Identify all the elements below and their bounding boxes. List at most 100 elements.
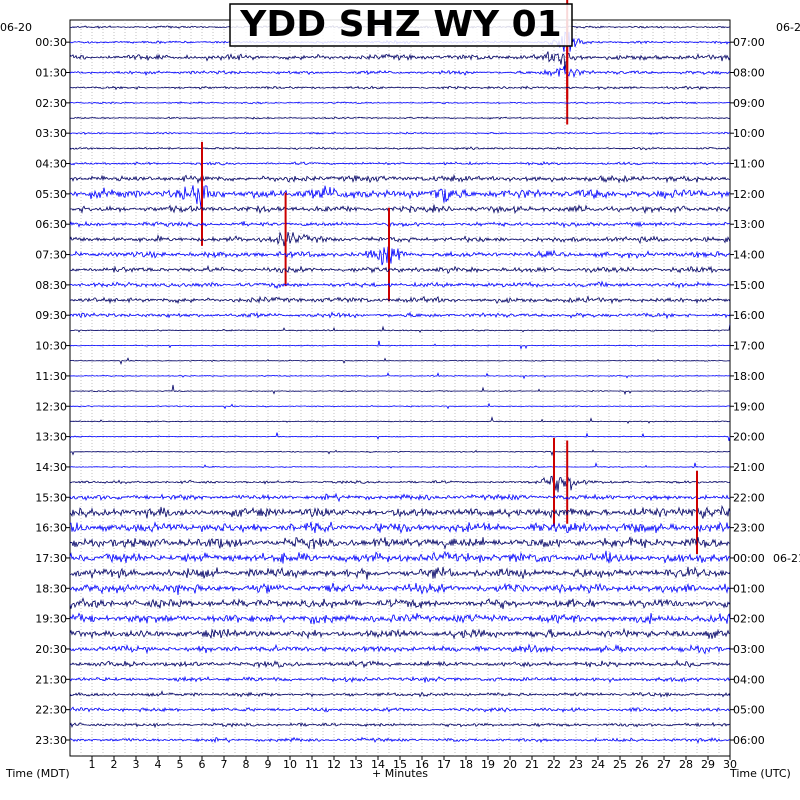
right-tick-label: 00:00 [733, 552, 765, 565]
left-tick-label: 13:30 [35, 431, 67, 444]
seismic-trace [69, 597, 731, 610]
seismic-trace [69, 432, 731, 441]
left-tick-label: 09:30 [35, 309, 67, 322]
seismic-trace [69, 402, 731, 410]
left-tick-label: 22:30 [35, 704, 67, 717]
x-tick-label: 9 [265, 758, 272, 771]
seismic-trace [70, 372, 730, 380]
seismic-trace [69, 690, 731, 698]
x-tick-label: 5 [177, 758, 184, 771]
left-tick-label: 18:30 [35, 582, 67, 595]
seismic-trace [69, 721, 731, 729]
seismic-trace [69, 582, 731, 595]
right-tick-label: 13:00 [733, 218, 765, 231]
chart-title: YDD SHZ WY 01 [239, 4, 561, 45]
seismic-trace [69, 736, 730, 744]
left-tick-label: 14:30 [35, 461, 67, 474]
seismic-trace [69, 295, 731, 305]
seismic-trace [69, 185, 731, 209]
seismic-trace [69, 231, 731, 247]
right-tick-label: 20:00 [733, 431, 765, 444]
title-box [229, 3, 573, 47]
x-tick-label: 2 [111, 758, 118, 771]
x-axis-label: + Minutes [372, 767, 428, 780]
left-tick-label: 19:30 [35, 613, 67, 626]
y-axis-label-right: Time (UTC) [729, 767, 791, 780]
x-tick-label: 29 [701, 758, 715, 771]
right-tick-label: 18:00 [733, 370, 765, 383]
seismic-trace [70, 101, 731, 105]
x-tick-label: 15 [393, 758, 407, 771]
x-tick-label: 21 [525, 758, 539, 771]
right-tick-label: 03:00 [733, 643, 765, 656]
seismic-trace [69, 492, 731, 503]
left-tick-label: 20:30 [35, 643, 67, 656]
right-tick-label: 17:00 [733, 340, 765, 353]
seismic-trace [69, 449, 731, 457]
right-tick-label: 22:00 [733, 491, 765, 504]
left-tick-label: 02:30 [35, 97, 67, 110]
x-tick-label: 23 [569, 758, 583, 771]
seismic-trace [69, 246, 731, 266]
x-tick-label: 10 [283, 758, 297, 771]
left-tick-label: 21:30 [35, 673, 67, 686]
left-tick-label: 04:30 [35, 158, 67, 171]
right-tick-label: 07:00 [733, 36, 765, 49]
left-tick-label: 16:30 [35, 522, 67, 535]
seismic-trace [69, 550, 731, 564]
right-tick-label: 19:00 [733, 400, 765, 413]
left-tick-label: 23:30 [35, 734, 67, 747]
x-tick-label: 3 [133, 758, 140, 771]
x-tick-label: 11 [305, 758, 319, 771]
seismic-trace [69, 384, 731, 396]
seismic-trace [69, 131, 731, 136]
seismic-trace [69, 160, 731, 166]
right-tick-label: 01:00 [733, 582, 765, 595]
left-tick-label: 06:30 [35, 218, 67, 231]
seismic-trace [69, 323, 731, 334]
seismic-trace [69, 627, 731, 640]
seismic-trace [69, 675, 731, 684]
right-tick-label: 14:00 [733, 249, 765, 262]
x-tick-label: 1 [89, 758, 96, 771]
date-rollover-label: 06-21 [773, 552, 800, 565]
seismic-trace [69, 416, 730, 425]
left-tick-label: 05:30 [35, 188, 67, 201]
right-tick-label: 04:00 [733, 673, 765, 686]
seismic-trace [70, 521, 731, 534]
seismic-trace [69, 51, 731, 73]
trace-layer [69, 0, 731, 744]
x-tick-label: 7 [221, 758, 228, 771]
seismic-trace [69, 612, 731, 625]
x-tick-label: 20 [503, 758, 517, 771]
seismic-trace [69, 706, 731, 713]
x-tick-label: 14 [371, 758, 385, 771]
seismic-trace [69, 280, 731, 290]
x-tick-label: 24 [591, 758, 605, 771]
seismic-trace [69, 204, 731, 215]
seismic-trace [69, 116, 731, 120]
seismic-trace [69, 146, 731, 151]
seismic-trace [69, 462, 731, 469]
seismic-trace [69, 85, 731, 91]
seismic-trace [69, 311, 731, 320]
right-tick-label: 10:00 [733, 127, 765, 140]
plot-frame [69, 19, 731, 757]
tick-layer: 1 2 3 4 5 6 7 8 9 10 11 12 13 14 15 16 17 18 19 20 21 22 23 24 2… [35, 36, 800, 771]
right-tick-label: 21:00 [733, 461, 765, 474]
seismic-trace [69, 173, 730, 185]
seismic-trace [69, 536, 731, 550]
x-tick-label: 18 [459, 758, 473, 771]
y-axis-label-left: Time (MDT) [5, 767, 70, 780]
left-tick-label: 11:30 [35, 370, 67, 383]
right-tick-label: 15:00 [733, 279, 765, 292]
seismic-trace [69, 566, 731, 580]
left-tick-label: 00:30 [35, 36, 67, 49]
x-tick-label: 27 [657, 758, 671, 771]
seismic-trace [69, 66, 731, 79]
x-tick-label: 8 [243, 758, 250, 771]
x-tick-label: 30 [723, 758, 737, 771]
right-tick-label: 11:00 [733, 158, 765, 171]
left-tick-label: 07:30 [35, 249, 67, 262]
x-tick-label: 28 [679, 758, 693, 771]
